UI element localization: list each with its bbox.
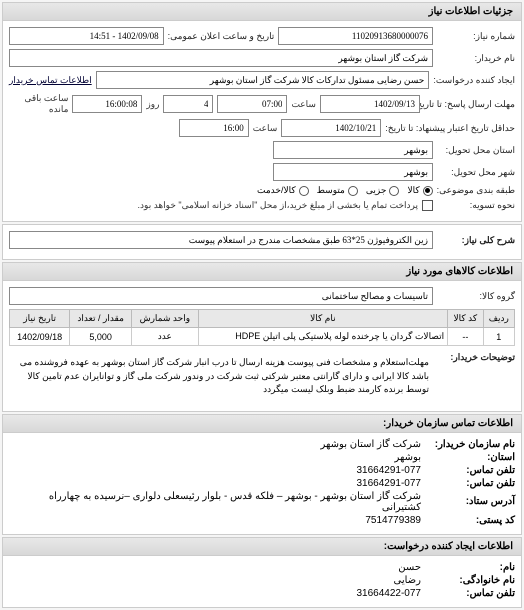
province-label: استان: <box>425 452 515 463</box>
buyer-contact-panel: اطلاعات تماس سازمان خریدار: نام سازمان خ… <box>2 414 522 535</box>
goods-panel: اطلاعات کالاهای مورد نیاز گروه کالا: ردی… <box>2 262 522 412</box>
buyer-contact-link[interactable]: اطلاعات تماس خریدار <box>9 75 92 86</box>
buyer-desc-label: توضیحات خریدار: <box>437 352 515 363</box>
deadline-time-field[interactable] <box>217 95 287 113</box>
settlement-label: نحوه تسویه: <box>437 200 515 211</box>
address-label: آدرس ستاد: <box>425 496 515 507</box>
name-label: نام: <box>425 562 515 573</box>
category-radio-group: کالا جزیی متوسط کالا/خدمت <box>257 185 433 196</box>
requester-contact-header: اطلاعات ایجاد کننده درخواست: <box>3 538 521 556</box>
saat-label-1: ساعت <box>291 99 316 110</box>
remain-suffix: ساعت باقی مانده <box>9 93 68 115</box>
radio-dot-icon <box>389 186 399 196</box>
col-unit: واحد شمارش <box>132 310 198 328</box>
province-value: بوشهر <box>395 452 421 463</box>
need-number-label: شماره نیاز: <box>437 31 515 42</box>
roz-label: روز <box>146 99 159 110</box>
buyer-name-label: نام خریدار: <box>437 53 515 64</box>
radio-dot-icon <box>423 186 433 196</box>
goods-group-field[interactable] <box>9 287 433 305</box>
requester-contact-panel: اطلاعات ایجاد کننده درخواست: نام: حسن نام… <box>2 537 522 608</box>
col-date: تاریخ نیاز <box>10 310 70 328</box>
need-desc-panel: شرح کلی نیاز: <box>2 224 522 260</box>
requester-field[interactable] <box>96 71 430 89</box>
col-code: کد کالا <box>448 310 483 328</box>
postal-value: 7514779389 <box>365 515 421 526</box>
goods-header: اطلاعات کالاهای مورد نیاز <box>3 263 521 281</box>
table-row[interactable]: 1 -- اتصالات گردان یا چرخنده لوله پلاستی… <box>10 328 515 346</box>
saat-label-2: ساعت <box>253 123 278 134</box>
deadline-label: مهلت ارسال پاسخ: تا تاریخ: <box>424 99 515 110</box>
name-value: حسن <box>398 562 421 573</box>
time-remain-field[interactable] <box>72 95 142 113</box>
address-value: شرکت گاز استان بوشهر - بوشهر – فلکه قدس … <box>9 491 421 513</box>
category-label: طبقه بندی موضوعی: <box>437 185 515 196</box>
family-label: نام خانوادگی: <box>425 575 515 586</box>
req-phone-label: تلفن تماس: <box>425 588 515 599</box>
delivery-province-label: استان محل تحویل: <box>437 145 515 156</box>
requester-label: ایجاد کننده درخواست: <box>433 75 515 86</box>
buyer-name-field[interactable] <box>9 49 433 67</box>
postal-label: کد پستی: <box>425 515 515 526</box>
settlement-text: پرداخت تمام یا بخشی از مبلغ خرید،از محل … <box>138 200 418 211</box>
announce-date-label: تاریخ و ساعت اعلان عمومی: <box>168 31 275 42</box>
buyer-contact-header: اطلاعات تماس سازمان خریدار: <box>3 415 521 433</box>
phone-label: تلفن تماس: <box>425 465 515 476</box>
req-phone-value: 31664422-077 <box>356 588 421 599</box>
phone-value: 31664291-077 <box>356 465 421 476</box>
col-name: نام کالا <box>198 310 448 328</box>
delivery-province-field[interactable] <box>273 141 433 159</box>
delivery-city-label: شهر محل تحویل: <box>437 167 515 178</box>
table-header-row: ردیف کد کالا نام کالا واحد شمارش مقدار /… <box>10 310 515 328</box>
org-value: شرکت گاز استان بوشهر <box>321 439 421 450</box>
goods-group-label: گروه کالا: <box>437 291 515 302</box>
org-label: نام سازمان خریدار: <box>425 439 515 450</box>
phone-value-2: 31664291-077 <box>356 478 421 489</box>
radio-jozi[interactable]: جزیی <box>366 185 400 196</box>
validity-label: حداقل تاریخ اعتبار پیشنهاد: تا تاریخ: <box>385 123 515 134</box>
buyer-desc-text: مهلت‌استعلام و مشخصات فنی پیوست هزینه ار… <box>9 352 433 401</box>
col-row: ردیف <box>483 310 514 328</box>
announce-date-field[interactable] <box>9 27 164 45</box>
goods-table: ردیف کد کالا نام کالا واحد شمارش مقدار /… <box>9 309 515 346</box>
settlement-checkbox[interactable] <box>422 200 433 211</box>
deadline-date-field[interactable] <box>320 95 420 113</box>
radio-motavaset[interactable]: متوسط <box>317 185 358 196</box>
need-desc-field[interactable] <box>9 231 433 249</box>
col-qty: مقدار / تعداد <box>70 310 132 328</box>
radio-kala-khedmat[interactable]: کالا/خدمت <box>257 185 309 196</box>
days-remain-field[interactable] <box>163 95 213 113</box>
need-desc-label: شرح کلی نیاز: <box>437 235 515 246</box>
family-value: رضایی <box>394 575 422 586</box>
radio-dot-icon <box>348 186 358 196</box>
validity-date-field[interactable] <box>281 119 381 137</box>
details-header: جزئیات اطلاعات نیاز <box>3 3 521 21</box>
delivery-city-field[interactable] <box>273 163 433 181</box>
details-panel: جزئیات اطلاعات نیاز شماره نیاز: تاریخ و … <box>2 2 522 222</box>
validity-time-field[interactable] <box>179 119 249 137</box>
radio-dot-icon <box>299 186 309 196</box>
need-number-field[interactable] <box>278 27 433 45</box>
phone-label-2: تلفن تماس: <box>425 478 515 489</box>
radio-kala[interactable]: کالا <box>407 185 432 196</box>
